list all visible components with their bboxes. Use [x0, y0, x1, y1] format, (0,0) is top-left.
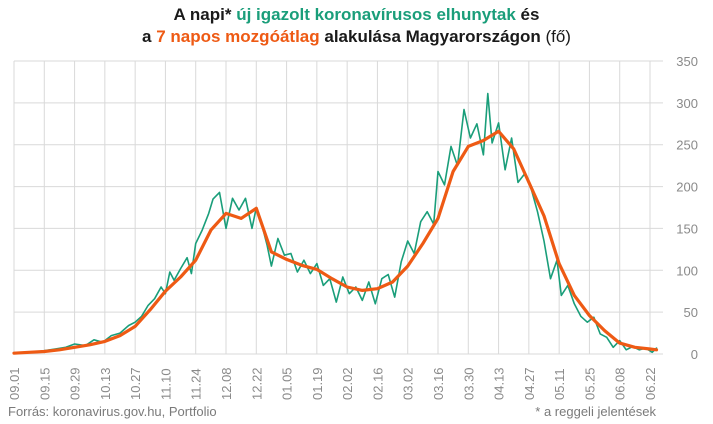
- x-tick-label: 04.27: [522, 367, 537, 400]
- x-tick-label: 02.16: [370, 367, 385, 400]
- title-text: és: [515, 5, 540, 24]
- y-tick-label: 350: [676, 54, 698, 69]
- title-text: alakulása Magyarországon: [319, 27, 541, 46]
- x-tick-label: 09.15: [37, 367, 52, 400]
- x-tick-label: 02.02: [340, 367, 355, 400]
- x-tick-label: 11.10: [158, 368, 173, 400]
- x-tick-label: 06.08: [613, 367, 628, 400]
- x-tick-label: 10.13: [98, 367, 113, 400]
- title-unit: (fő): [540, 27, 571, 46]
- x-tick-label: 01.05: [280, 367, 295, 400]
- x-tick-label: 09.01: [7, 367, 22, 400]
- y-tick-label: 300: [676, 96, 698, 111]
- title-text: a: [142, 27, 157, 46]
- x-tick-label: 03.02: [401, 367, 416, 400]
- y-tick-label: 50: [684, 305, 698, 320]
- x-tick-label: 06.22: [643, 367, 658, 400]
- y-tick-label: 100: [676, 263, 698, 278]
- footnote: * a reggeli jelentések: [535, 404, 656, 419]
- y-tick-label: 200: [676, 180, 698, 195]
- series-line-7day-average: [12, 129, 659, 355]
- x-tick-label: 09.29: [68, 367, 83, 400]
- x-tick-label: 11.24: [189, 368, 204, 400]
- title-line-2: a 7 napos mozgóátlag alakulása Magyarors…: [0, 26, 713, 48]
- x-tick-label: 05.25: [582, 367, 597, 400]
- x-tick-label: 10.27: [128, 367, 143, 400]
- title-highlight-daily: új igazolt koronavírusos elhunytak: [236, 5, 516, 24]
- title-line-1: A napi* új igazolt koronavírusos elhunyt…: [0, 4, 713, 26]
- chart-title: A napi* új igazolt koronavírusos elhunyt…: [0, 4, 713, 48]
- y-tick-label: 150: [676, 221, 698, 236]
- title-text: A napi*: [173, 5, 237, 24]
- x-tick-label: 03.30: [461, 367, 476, 400]
- y-tick-label: 250: [676, 138, 698, 153]
- series-line-daily-deaths: [13, 92, 658, 355]
- title-highlight-average: 7 napos mozgóátlag: [156, 27, 320, 46]
- x-tick-label: 01.19: [310, 367, 325, 400]
- x-tick-label: 12.08: [219, 367, 234, 400]
- y-tick-label: 0: [691, 347, 698, 362]
- x-tick-label: 03.16: [431, 367, 446, 400]
- x-tick-label: 12.22: [249, 367, 264, 400]
- x-tick-label: 05.11: [552, 368, 567, 400]
- source-note: Forrás: koronavirus.gov.hu, Portfolio: [8, 404, 217, 419]
- x-tick-label: 04.13: [492, 367, 507, 400]
